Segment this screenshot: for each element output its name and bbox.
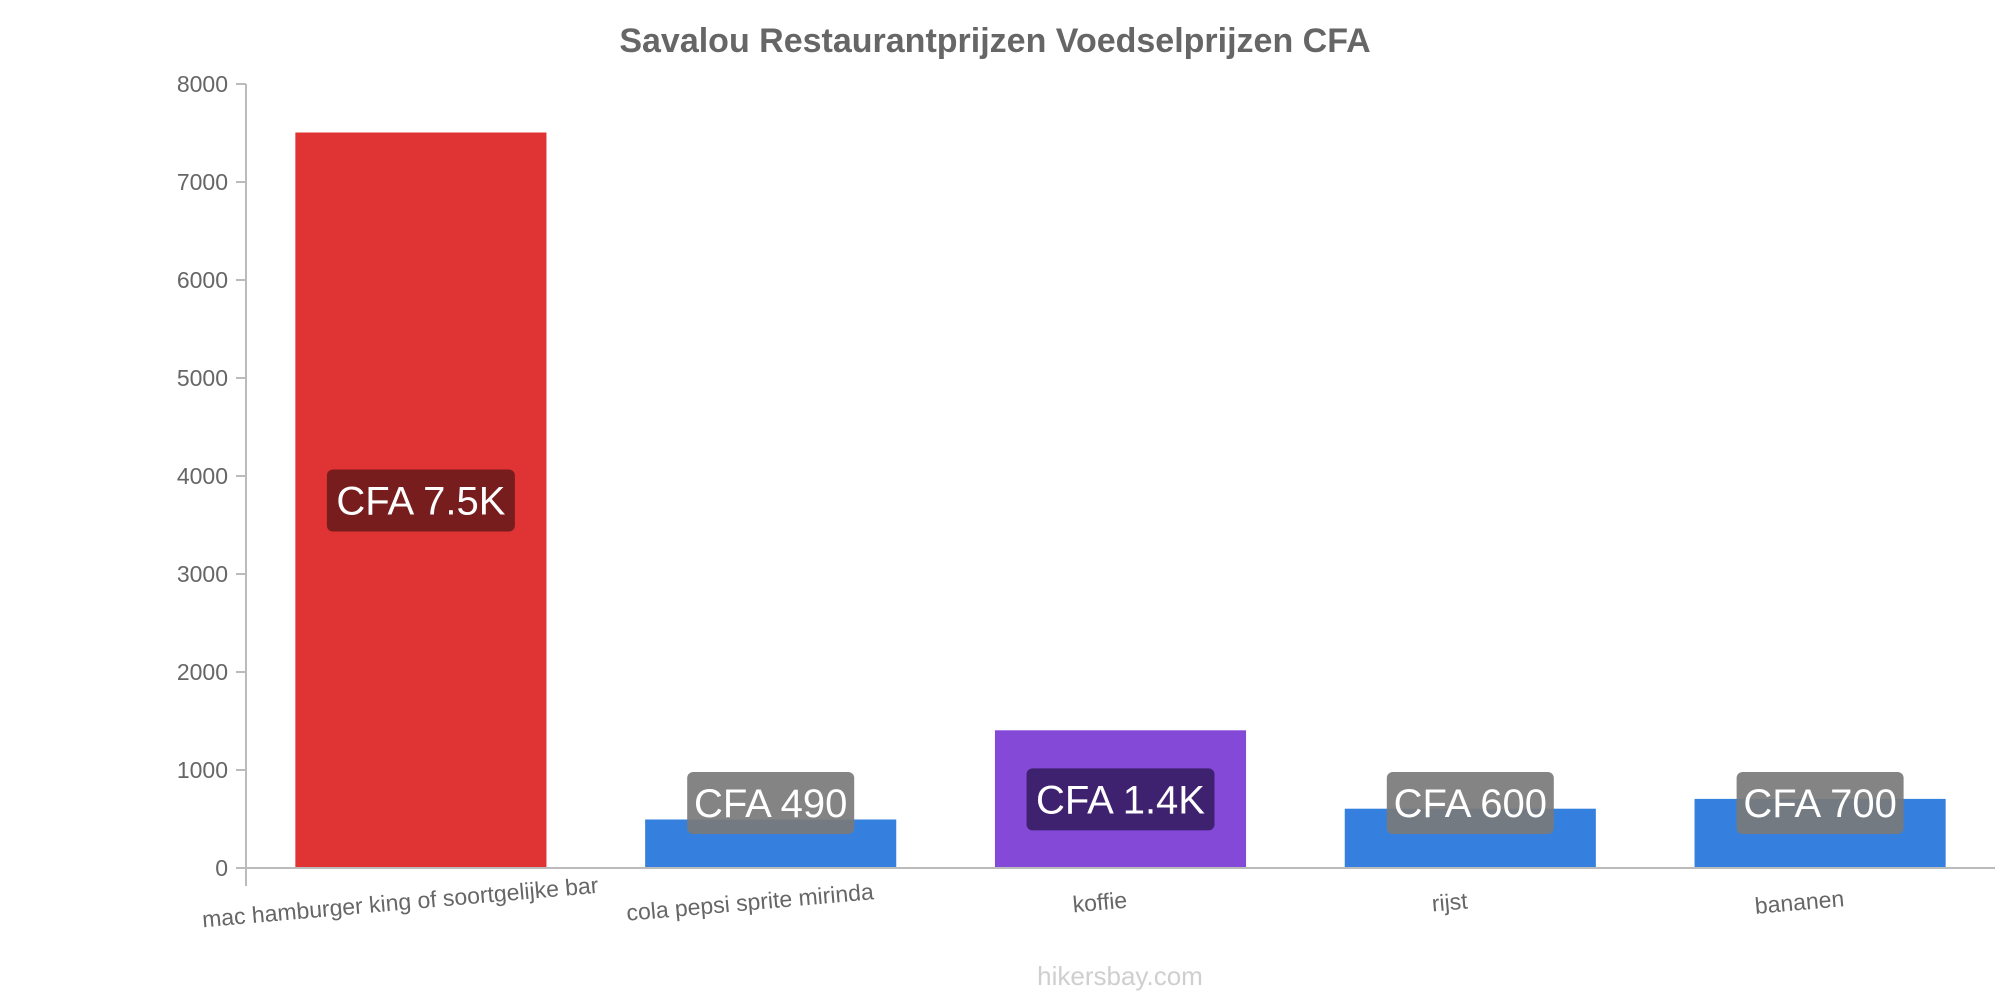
y-axis: 0 1000 2000 3000 4000 5000 6000 7000 8000 bbox=[177, 71, 247, 886]
value-label: CFA 600 bbox=[1394, 782, 1547, 826]
y-tick-label: 5000 bbox=[177, 365, 228, 391]
y-tick-label: 3000 bbox=[177, 561, 228, 587]
x-tick-label: koffie bbox=[1071, 887, 1128, 918]
x-tick-label: mac hamburger king of soortgelijke bar bbox=[201, 872, 600, 933]
value-label-background bbox=[1386, 772, 1554, 834]
watermark: hikersbay.com bbox=[1037, 961, 1203, 991]
value-label-background bbox=[1026, 768, 1215, 831]
value-label: CFA 490 bbox=[694, 782, 847, 826]
x-tick-label: bananen bbox=[1754, 885, 1845, 919]
x-axis: mac hamburger king of soortgelijke bar co… bbox=[201, 867, 1995, 933]
bars-group bbox=[295, 132, 1946, 869]
y-tick-label: 1000 bbox=[177, 757, 228, 783]
y-tick-label: 7000 bbox=[177, 169, 228, 195]
y-tick-label: 6000 bbox=[177, 267, 228, 293]
y-tick-label: 8000 bbox=[177, 71, 228, 97]
value-label-background bbox=[687, 772, 855, 834]
value-label: CFA 1.4K bbox=[1036, 778, 1205, 822]
y-tick-label: 2000 bbox=[177, 659, 228, 685]
x-tick-label: rijst bbox=[1431, 887, 1470, 916]
chart-title: Savalou Restaurantprijzen Voedselprijzen… bbox=[619, 22, 1370, 60]
value-labels-group: CFA 7.5K CFA 490 CFA 1.4K CFA 600 CFA 700 bbox=[326, 469, 1904, 834]
value-label: CFA 700 bbox=[1743, 782, 1896, 826]
x-tick-label: cola pepsi sprite mirinda bbox=[625, 878, 875, 926]
y-tick-label: 4000 bbox=[177, 463, 228, 489]
value-label-background bbox=[1736, 772, 1904, 834]
value-label-background bbox=[326, 469, 515, 532]
value-label: CFA 7.5K bbox=[336, 480, 505, 524]
y-tick-label: 0 bbox=[215, 855, 228, 881]
